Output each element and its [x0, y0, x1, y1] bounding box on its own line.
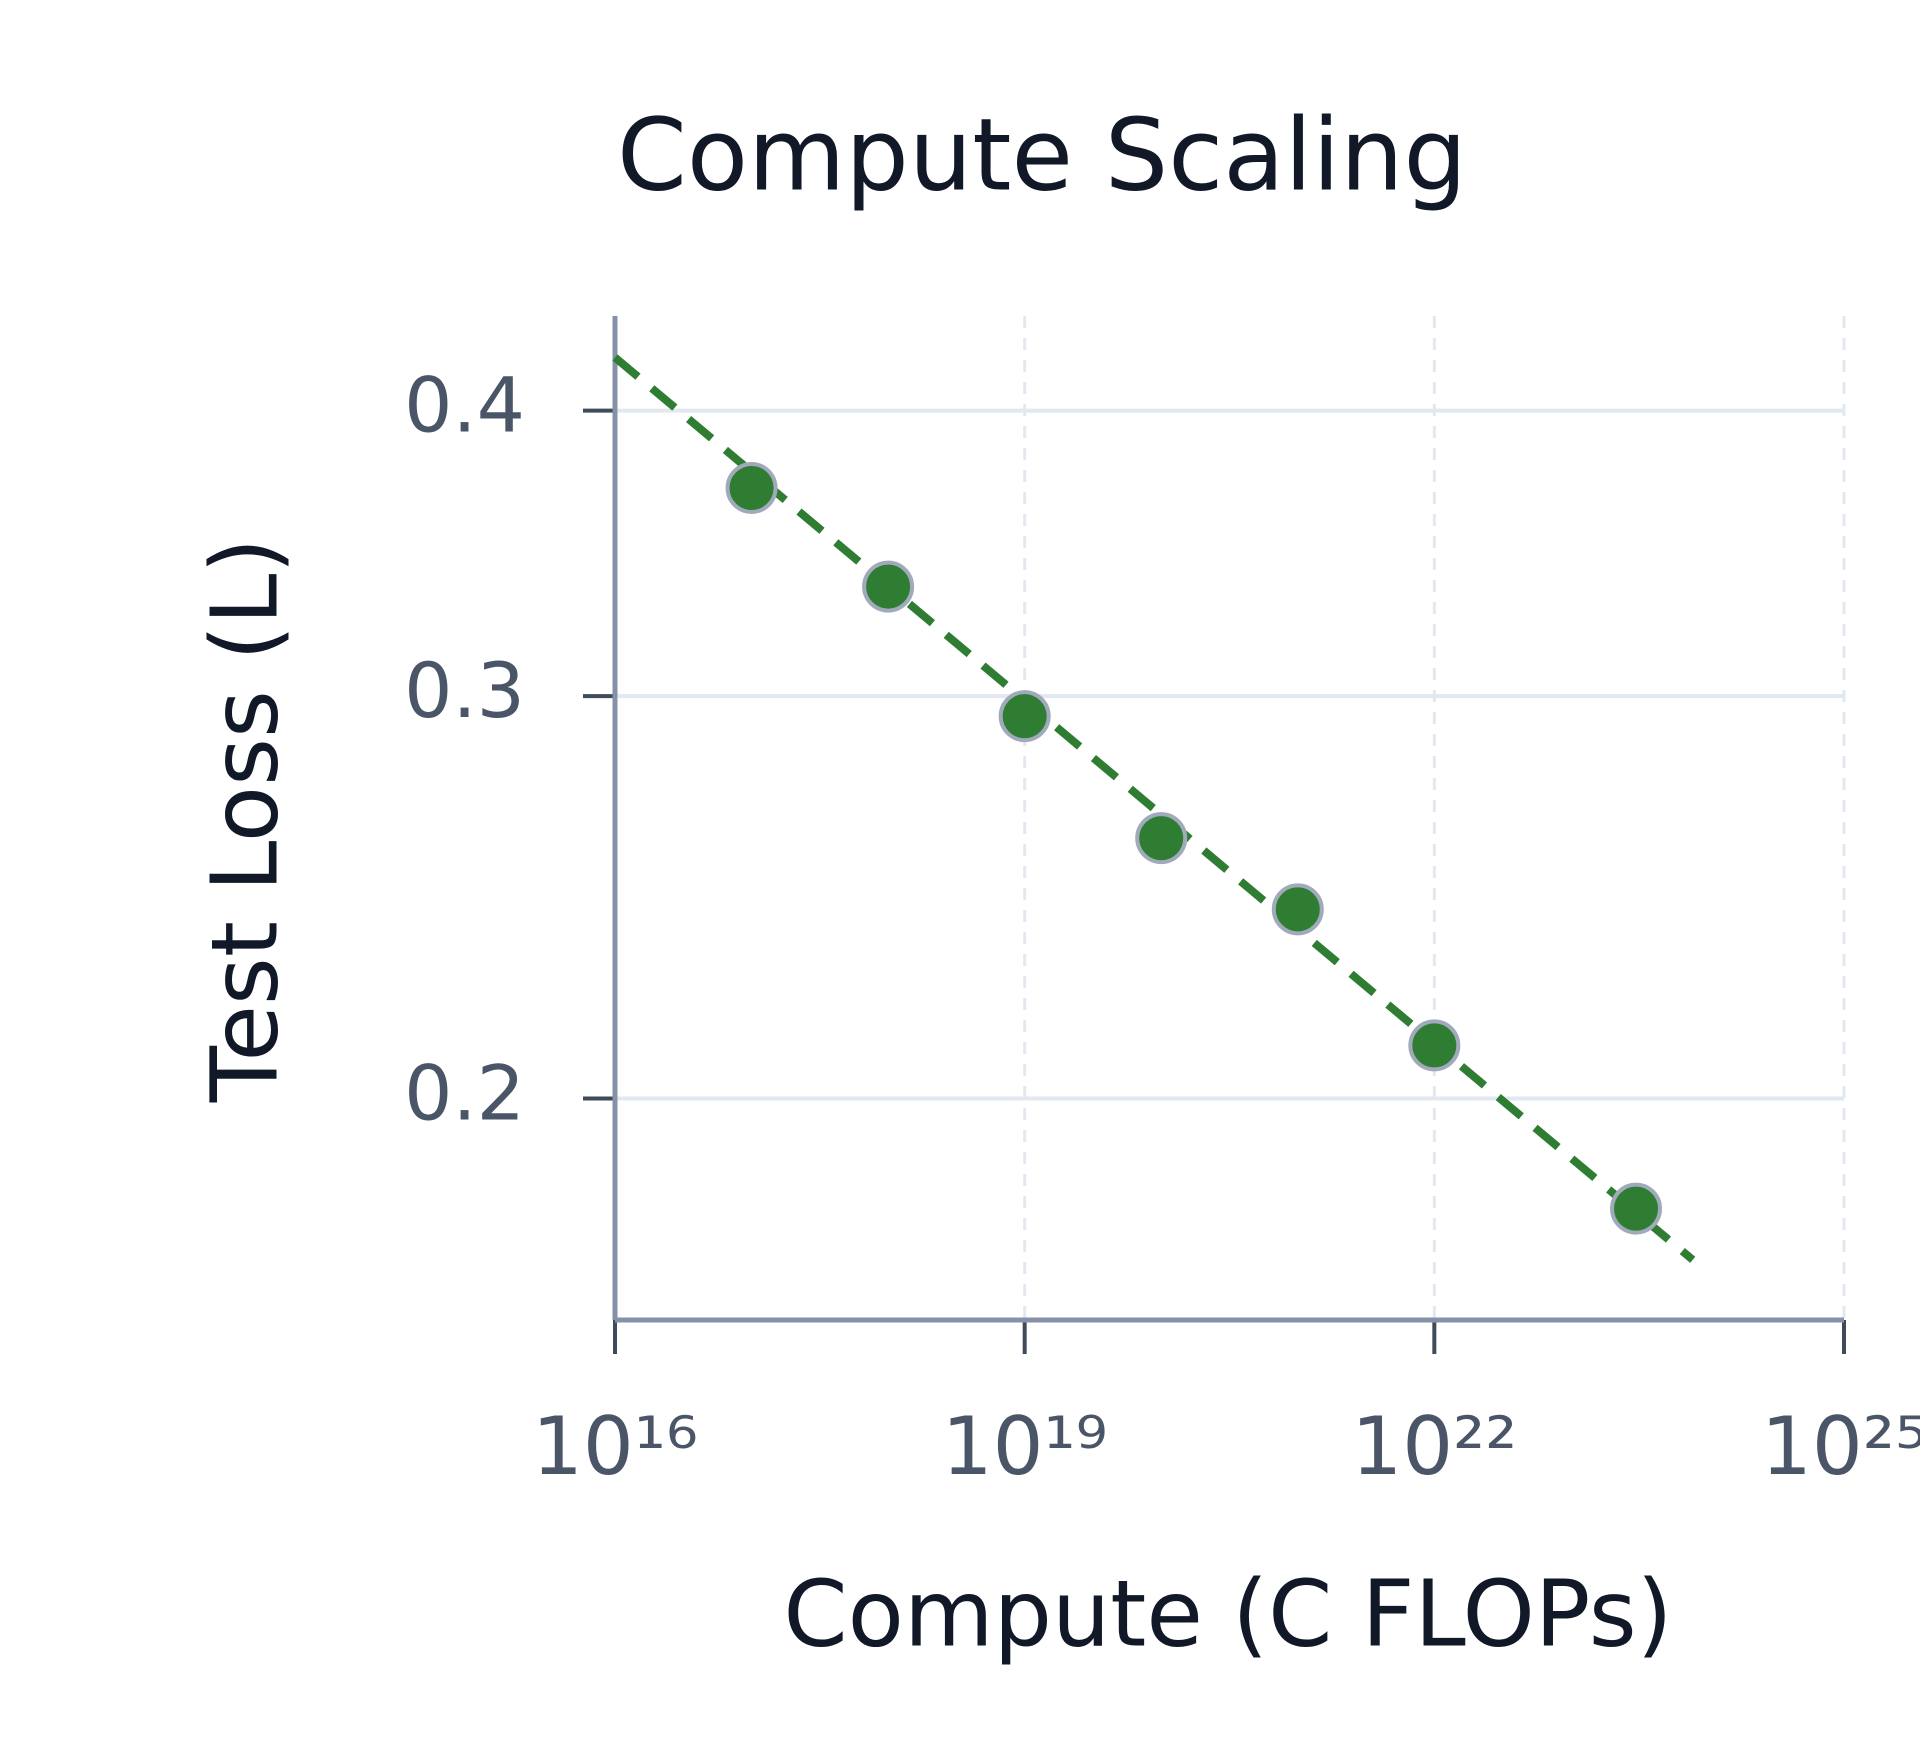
chart-title: Compute Scaling: [617, 96, 1467, 213]
x-tick-label: 10¹⁹: [942, 1400, 1108, 1493]
x-tick-label: 10²⁵: [1761, 1400, 1920, 1493]
y-tick-label: 0.4: [404, 361, 525, 450]
point: [862, 560, 915, 613]
point: [1271, 883, 1324, 936]
point: [1610, 1182, 1663, 1235]
x-tick-label: 10²²: [1351, 1400, 1517, 1493]
y-axis-label: Test Loss (L): [191, 538, 298, 1104]
fit-line: [612, 354, 1696, 1263]
y-tick-label: 0.3: [404, 646, 525, 735]
point: [1135, 812, 1188, 865]
y-tick-label: 0.2: [404, 1049, 525, 1138]
point: [1408, 1019, 1461, 1072]
x-tick-label: 10¹⁶: [532, 1400, 698, 1493]
point: [725, 461, 778, 514]
x-axis-label: Compute (C FLOPs): [783, 1560, 1672, 1667]
point: [998, 690, 1051, 743]
